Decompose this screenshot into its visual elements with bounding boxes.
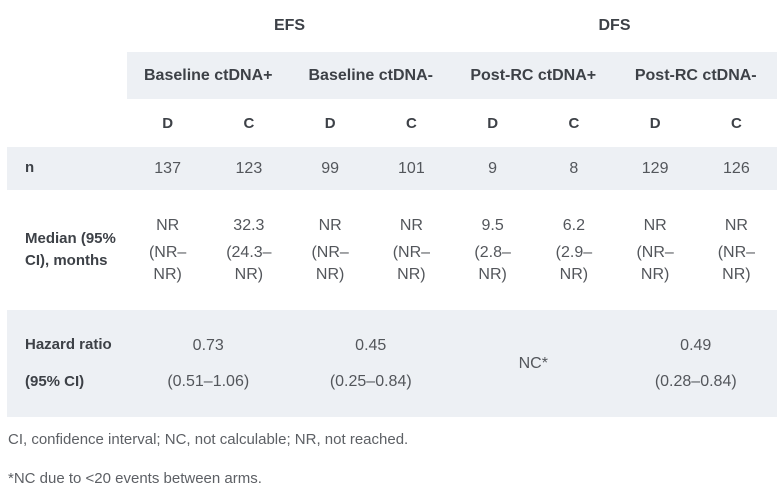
- median-value: NR: [399, 216, 423, 234]
- median-value: NR: [156, 216, 180, 234]
- arm-header-c: C: [405, 114, 417, 132]
- n-value: 129: [641, 159, 669, 177]
- footnote-nc-explanation: *NC due to <20 events between arms.: [8, 470, 262, 487]
- hazard-label-line1: Hazard ratio: [25, 336, 112, 353]
- n-value: 9: [488, 159, 498, 177]
- footnotes: CI, confidence interval; NC, not calcula…: [7, 431, 777, 487]
- median-ci: (NR–​NR): [717, 244, 756, 283]
- group-header-row: EFS DFS: [7, 0, 777, 52]
- hazard-ci: (0.25–0.84): [329, 372, 412, 390]
- row-median-label: Median (95% CI), months: [25, 229, 116, 270]
- n-value: 126: [723, 159, 750, 177]
- n-value: 137: [154, 159, 181, 177]
- n-value: 123: [235, 159, 263, 177]
- median-ci: (NR–​NR): [636, 244, 674, 283]
- median-cell: NR (NR–​NR): [127, 215, 208, 286]
- median-cell: NR (NR–​NR): [615, 215, 696, 286]
- efs-group-header: EFS: [273, 17, 306, 34]
- hazard-cell-postrc-negative: 0.49 (0.28–0.84): [615, 335, 778, 392]
- n-value: 101: [398, 159, 425, 177]
- hazard-ci: (0.51–1.06): [167, 372, 250, 390]
- footnote-abbreviations: CI, confidence interval; NC, not calcula…: [8, 431, 409, 448]
- median-value: 32.3: [233, 216, 265, 234]
- median-ci: (2.8–​NR): [474, 244, 511, 283]
- median-cell: 32.3 (24.3–​NR): [208, 215, 289, 286]
- hazard-value: 0.45: [355, 336, 387, 354]
- subgroup-baseline-ctdna-positive: Baseline ctDNA+: [127, 52, 290, 99]
- arm-header-c: C: [243, 114, 255, 132]
- arm-header-d: D: [162, 114, 174, 132]
- hazard-cell-baseline-negative: 0.45 (0.25–0.84): [290, 335, 453, 392]
- n-value: 8: [569, 159, 579, 177]
- hazard-ci: (0.28–0.84): [654, 372, 737, 390]
- median-cell: NR (NR–​NR): [290, 215, 371, 286]
- row-n-label: n: [25, 159, 35, 177]
- subgroup-baseline-ctdna-negative: Baseline ctDNA-: [289, 52, 452, 99]
- subgroup-header-row: Baseline ctDNA+ Baseline ctDNA- Post-RC …: [7, 52, 777, 99]
- hazard-value: 0.73: [192, 336, 224, 354]
- row-n: n 137 123 99 101 9 8 129 126: [7, 147, 777, 190]
- median-value: NR: [724, 216, 748, 234]
- hazard-cell-baseline-positive: 0.73 (0.51–1.06): [127, 335, 290, 392]
- median-ci: (NR–​NR): [148, 244, 187, 283]
- median-cell: 9.5 (2.8–​NR): [452, 215, 533, 286]
- hazard-label-line2: (95% CI): [25, 372, 85, 390]
- arm-header-d: D: [324, 114, 336, 132]
- median-cell: 6.2 (2.9–​NR): [533, 215, 614, 286]
- arm-header-c: C: [568, 114, 580, 132]
- arm-header-d: D: [487, 114, 499, 132]
- row-median: Median (95% CI), months NR (NR–​NR) 32.3…: [7, 190, 777, 310]
- hazard-value: NC*: [518, 354, 548, 372]
- hazard-cell-postrc-positive: NC*: [452, 353, 615, 375]
- subgroup-postrc-ctdna-positive: Post-RC ctDNA+: [452, 52, 615, 99]
- median-ci: (NR–​NR): [311, 244, 349, 283]
- subgroup-postrc-ctdna-negative: Post-RC ctDNA-: [614, 52, 777, 99]
- median-cell: NR (NR–​NR): [696, 215, 777, 286]
- n-value: 99: [321, 159, 340, 177]
- median-cell: NR (NR–​NR): [371, 215, 452, 286]
- dfs-group-header: DFS: [598, 17, 631, 34]
- median-value: NR: [643, 216, 667, 234]
- row-hazard-ratio: Hazard ratio (95% CI) 0.73 (0.51–1.06) 0…: [7, 310, 777, 417]
- median-value: 9.5: [481, 216, 504, 234]
- hazard-value: 0.49: [680, 336, 712, 354]
- arm-header-row: D C D C D C D C: [7, 99, 777, 147]
- subgroup-spacer: [7, 52, 127, 99]
- median-value: NR: [318, 216, 342, 234]
- arm-header-d: D: [649, 114, 661, 132]
- arm-header-c: C: [730, 114, 742, 132]
- row-hazard-label: Hazard ratio (95% CI): [7, 334, 117, 393]
- median-ci: (2.9–​NR): [555, 244, 593, 283]
- median-value: 6.2: [562, 216, 585, 234]
- median-ci: (24.3–​NR): [226, 244, 272, 283]
- median-ci: (NR–​NR): [392, 244, 431, 283]
